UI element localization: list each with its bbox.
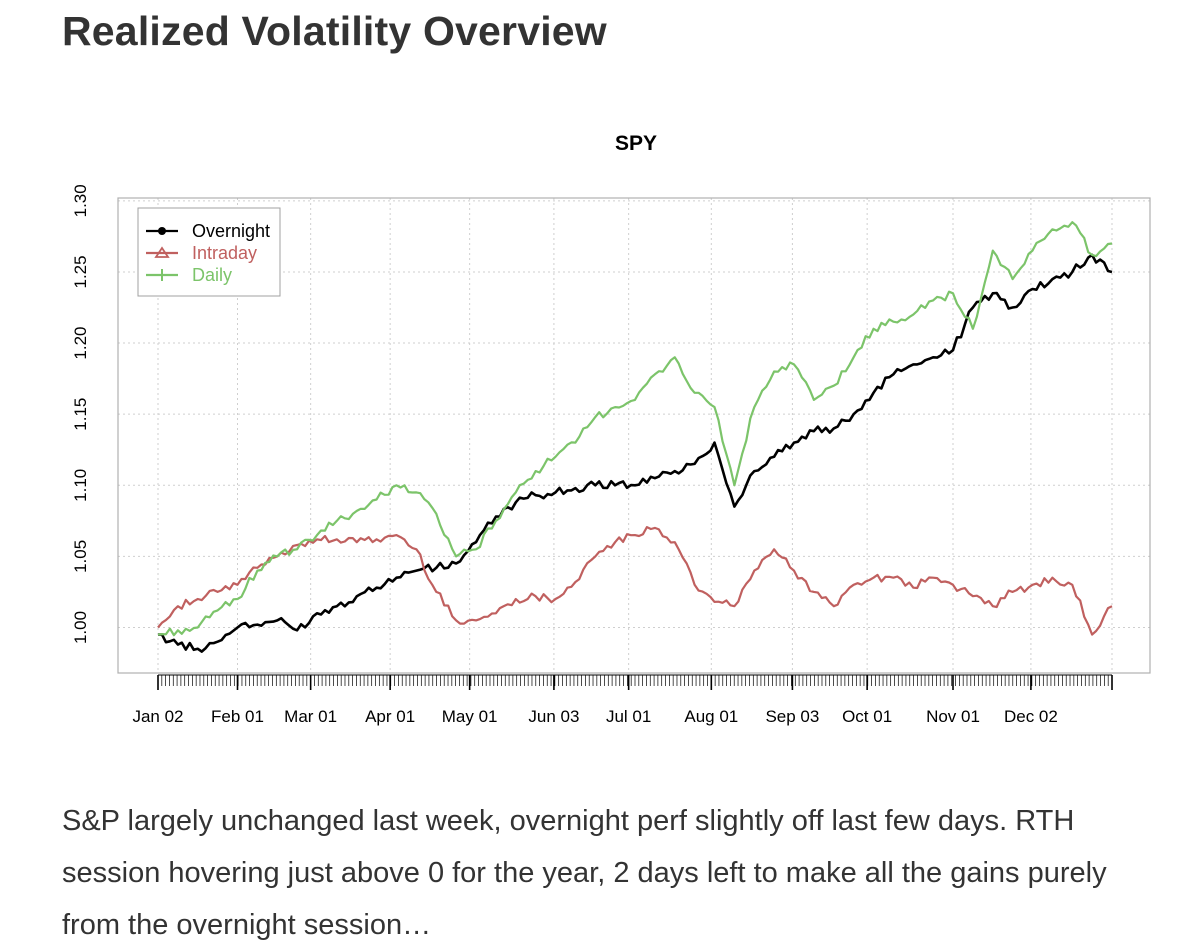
legend-marker-circle bbox=[158, 227, 166, 235]
x-tick-label: Apr 01 bbox=[365, 707, 415, 726]
x-tick-label: Feb 01 bbox=[211, 707, 264, 726]
x-axis: Jan 02 Feb 01 Mar 01 Apr 01 May 01 Jun 03 Jul … bbox=[132, 674, 1113, 726]
x-tick-label: Sep 03 bbox=[765, 707, 819, 726]
post-paragraph: S&P largely unchanged last week, overnig… bbox=[62, 805, 1107, 941]
x-tick-label: Mar 01 bbox=[284, 707, 337, 726]
series-line-intraday bbox=[157, 526, 1113, 636]
legend-label: Intraday bbox=[192, 243, 257, 263]
series-lines bbox=[157, 221, 1113, 653]
x-tick-label: May 01 bbox=[442, 707, 498, 726]
x-tick-label: Aug 01 bbox=[684, 707, 738, 726]
chart-container: SPY 1.00 1.05 1.10 1.15 1.20 1.25 1.30 Jan 02 F… bbox=[0, 110, 1178, 750]
legend-label: Overnight bbox=[192, 221, 270, 241]
x-tick-label: Oct 01 bbox=[842, 707, 892, 726]
chart-title: SPY bbox=[615, 132, 657, 155]
y-tick-label: 1.25 bbox=[71, 255, 90, 288]
y-tick-label: 1.30 bbox=[71, 184, 90, 217]
x-tick-label: Jan 02 bbox=[132, 707, 183, 726]
y-tick-label: 1.05 bbox=[71, 540, 90, 573]
x-tick-label: Dec 02 bbox=[1004, 707, 1058, 726]
x-tick-label: Nov 01 bbox=[926, 707, 980, 726]
plot-frame bbox=[117, 197, 1151, 674]
spy-line-chart: SPY 1.00 1.05 1.10 1.15 1.20 1.25 1.30 Jan 02 F… bbox=[71, 132, 1151, 726]
y-axis: 1.00 1.05 1.10 1.15 1.20 1.25 1.30 bbox=[71, 184, 90, 644]
y-tick-label: 1.10 bbox=[71, 469, 90, 502]
y-tick-label: 1.20 bbox=[71, 327, 90, 360]
legend-marker-triangle bbox=[154, 246, 170, 258]
series-line-overnight bbox=[157, 253, 1113, 653]
y-tick-label: 1.15 bbox=[71, 398, 90, 431]
legend-label: Daily bbox=[192, 265, 232, 285]
grid-lines bbox=[118, 198, 1150, 673]
y-tick-label: 1.00 bbox=[71, 611, 90, 644]
page-title: Realized Volatility Overview bbox=[62, 8, 607, 54]
series-line-daily bbox=[157, 221, 1113, 637]
x-tick-label: Jul 01 bbox=[606, 707, 651, 726]
x-tick-label: Jun 03 bbox=[528, 707, 579, 726]
